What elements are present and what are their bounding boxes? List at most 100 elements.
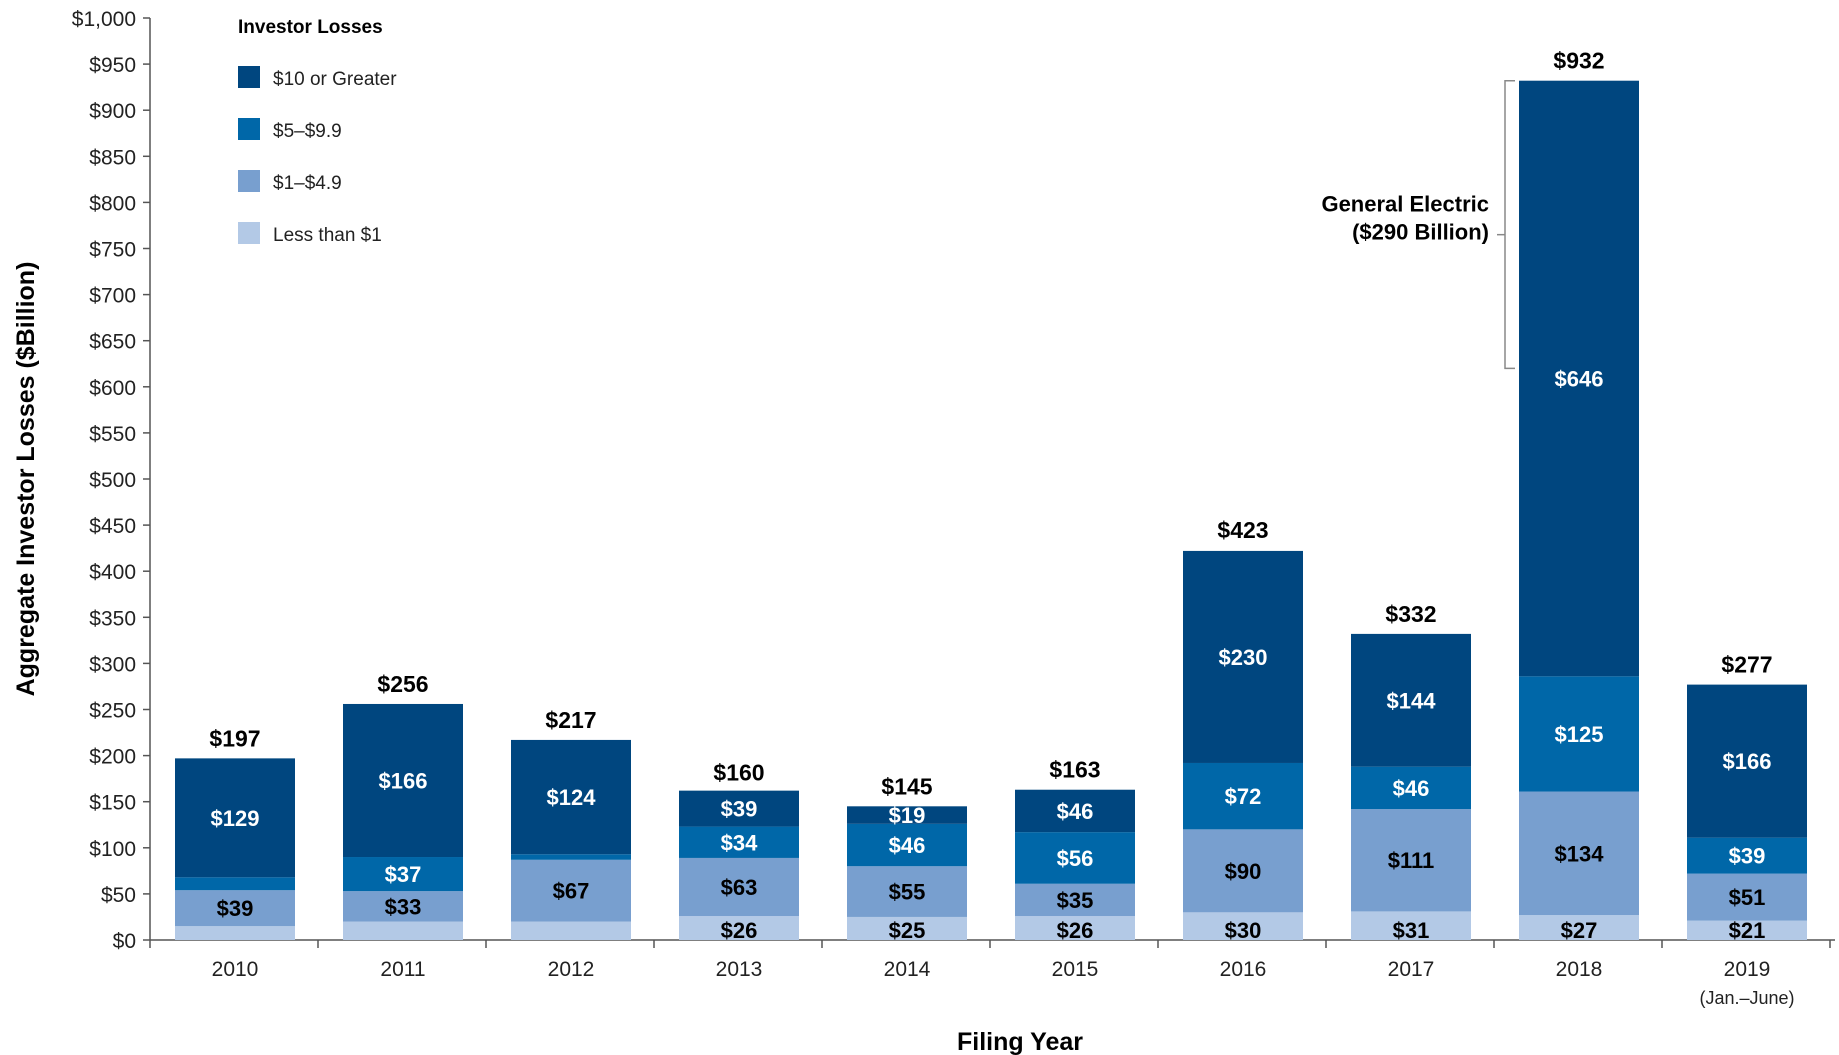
bar-segment — [1687, 684, 1807, 838]
legend-swatch — [238, 66, 260, 88]
y-tick-label: $100 — [89, 838, 136, 861]
y-tick-label: $650 — [89, 331, 136, 354]
bar-segment — [847, 866, 967, 917]
total-label: $160 — [713, 759, 764, 785]
x-tick-label: 2010 — [212, 958, 259, 981]
y-tick-label: $600 — [89, 377, 136, 400]
segment-label: $230 — [1219, 645, 1268, 670]
segment-label: $46 — [889, 833, 926, 858]
segment-label: $26 — [1057, 918, 1094, 943]
legend-title: Investor Losses — [238, 17, 383, 38]
bar-segment — [679, 826, 799, 858]
annotation-text: ($290 Billion) — [1352, 219, 1489, 244]
segment-label: $19 — [889, 803, 926, 828]
total-label: $277 — [1721, 652, 1772, 678]
bar-segment — [343, 921, 463, 940]
bar-segment — [1351, 911, 1471, 940]
bar-segment — [511, 739, 631, 855]
y-tick-label: $250 — [89, 700, 136, 723]
x-tick-sublabel: (Jan.–June) — [1699, 988, 1794, 1008]
bar-segment — [1519, 676, 1639, 792]
y-tick-label: $900 — [89, 100, 136, 123]
y-tick-label: $950 — [89, 54, 136, 77]
legend-label: Less than $1 — [273, 225, 382, 246]
total-label: $332 — [1385, 601, 1436, 627]
y-tick-label: $350 — [89, 607, 136, 630]
segment-label: $166 — [379, 768, 428, 793]
x-axis: 2010 2011 2012 2013 2014 2015 2016 2017 2018 2019… — [149, 939, 1835, 1008]
segment-label: $27 — [1561, 918, 1598, 943]
bar-segment — [1015, 832, 1135, 884]
legend-swatch — [238, 222, 260, 244]
bar-segment — [1351, 633, 1471, 767]
annotation-bracket — [1504, 79, 1515, 370]
segment-label: $37 — [385, 862, 422, 887]
segment-label: $35 — [1057, 888, 1094, 913]
x-tick-label: 2014 — [884, 958, 931, 981]
bar-segment — [175, 890, 295, 927]
bar-segment — [847, 916, 967, 940]
segment-label: $46 — [1393, 776, 1430, 801]
segment-label: $63 — [721, 875, 758, 900]
y-tick-label: $0 — [113, 930, 136, 953]
segment-label: $26 — [721, 918, 758, 943]
bar-segment — [679, 857, 799, 917]
bar-segment — [1015, 916, 1135, 940]
x-tick-label: 2019 — [1724, 958, 1771, 981]
annotation: General Electric($290 Billion) — [1321, 79, 1515, 370]
bar-segment — [679, 790, 799, 827]
segment-label: $39 — [1729, 844, 1766, 869]
bar-segment — [343, 703, 463, 858]
legend-label: $1–$4.9 — [273, 173, 342, 194]
segment-label: $55 — [889, 880, 926, 905]
bar-segment — [1183, 912, 1303, 940]
bar-segment — [679, 916, 799, 940]
x-axis-title: Filing Year — [957, 1028, 1083, 1055]
bar-segment — [511, 854, 631, 860]
legend: Investor Losses $10 or Greater $5–$9.9 $1–$… — [238, 17, 397, 246]
bar-segment — [1015, 883, 1135, 917]
segment-label: $125 — [1555, 722, 1604, 747]
y-tick-label: $150 — [89, 792, 136, 815]
x-tick-label: 2018 — [1556, 958, 1603, 981]
y-tick-label: $500 — [89, 469, 136, 492]
bars: $39 $129 $197 $33 $37 $166 $256 $67 $124 $217 $26 $… — [175, 48, 1807, 943]
annotation-text: General Electric — [1321, 192, 1489, 217]
total-label: $217 — [545, 707, 596, 733]
segment-label: $34 — [721, 830, 758, 855]
segment-label: $124 — [547, 785, 597, 810]
y-tick-label: $300 — [89, 653, 136, 676]
bar-segment — [847, 823, 967, 867]
y-tick-label: $1,000 — [72, 8, 136, 31]
segment-label: $144 — [1387, 688, 1437, 713]
total-label: $423 — [1217, 517, 1268, 543]
total-label: $932 — [1553, 48, 1604, 74]
bar-segment — [1183, 762, 1303, 830]
x-tick-label: 2017 — [1388, 958, 1435, 981]
y-tick-label: $400 — [89, 561, 136, 584]
bar-segment — [1183, 550, 1303, 763]
segment-label: $56 — [1057, 846, 1094, 871]
bar-segment — [1519, 915, 1639, 940]
y-tick-label: $550 — [89, 423, 136, 446]
x-tick-label: 2011 — [380, 958, 425, 981]
x-tick-label: 2013 — [716, 958, 763, 981]
segment-label: $51 — [1729, 885, 1766, 910]
segment-label: $39 — [217, 896, 254, 921]
total-label: $197 — [209, 725, 260, 751]
bar-segment — [1687, 837, 1807, 874]
bar-segment — [511, 921, 631, 940]
legend-swatch — [238, 118, 260, 140]
y-tick-label: $800 — [89, 192, 136, 215]
total-label: $163 — [1049, 757, 1100, 783]
segment-label: $46 — [1057, 799, 1094, 824]
bar-segment — [343, 857, 463, 892]
segment-label: $30 — [1225, 918, 1262, 943]
bar-segment — [343, 891, 463, 922]
y-axis: $0 $50 $100 $150 $200 $250 $300 $350 $400 $450 $50… — [72, 8, 151, 953]
total-label: $256 — [377, 671, 428, 697]
legend-label: $10 or Greater — [273, 69, 397, 90]
bar-segment — [1519, 80, 1639, 677]
segment-label: $67 — [553, 879, 590, 904]
y-tick-label: $700 — [89, 285, 136, 308]
